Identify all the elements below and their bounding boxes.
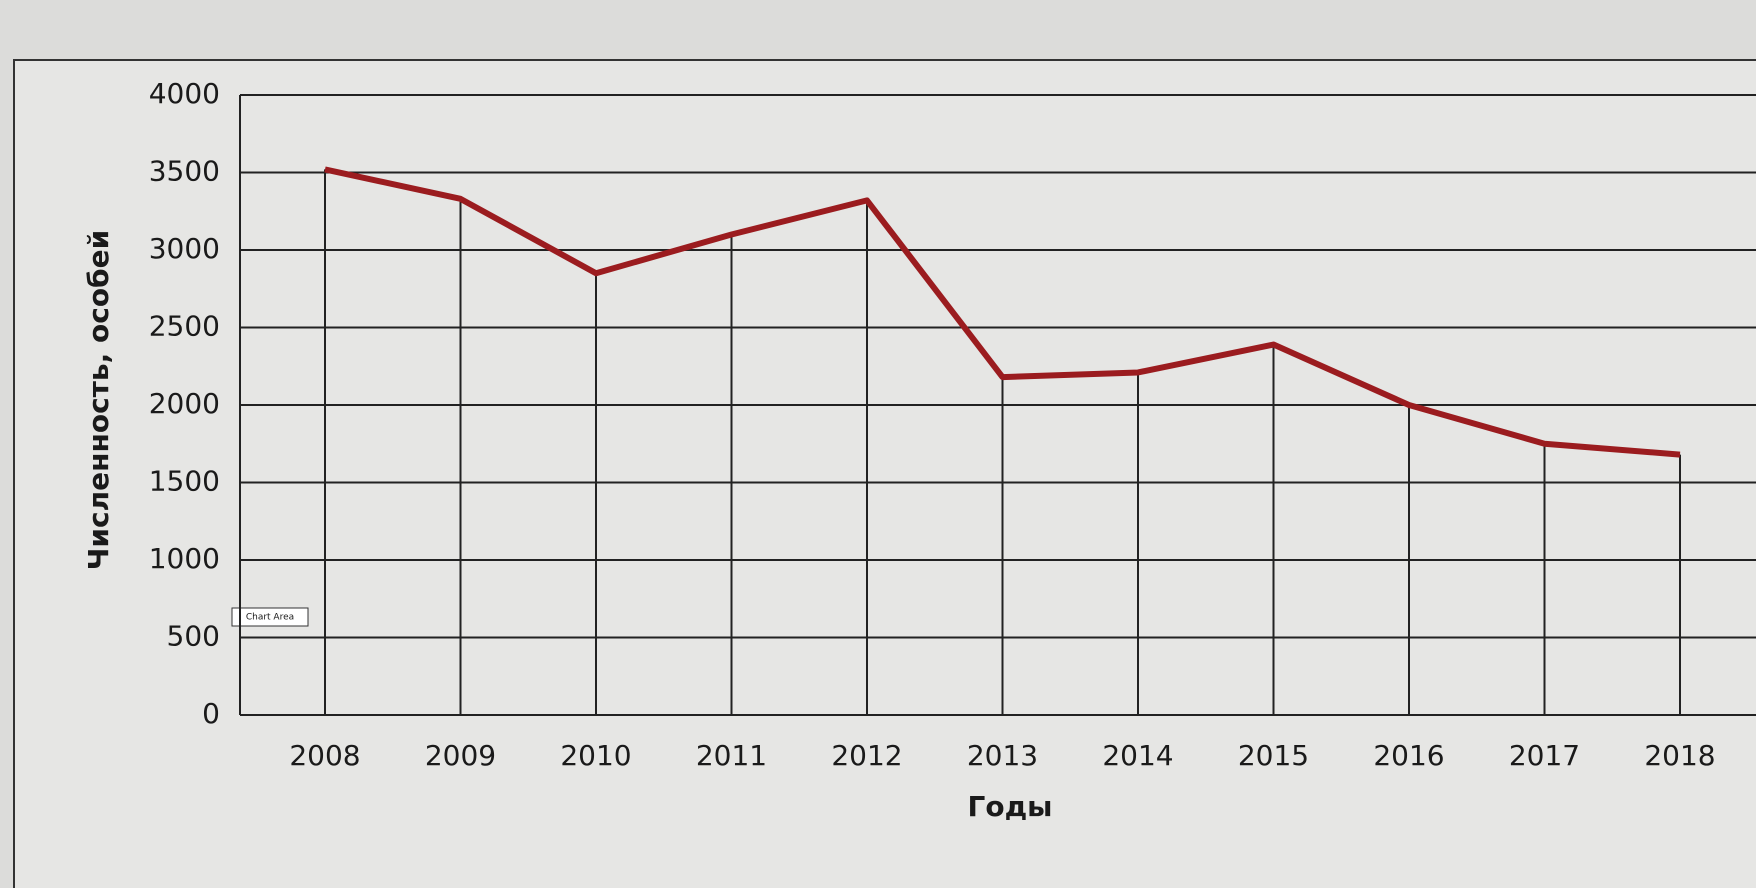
x-tick-label: 2016 [1373,739,1444,772]
x-tick-label: 2012 [831,739,902,772]
y-tick-label: 500 [167,620,220,653]
x-tick-label: 2013 [967,739,1038,772]
y-tick-label: 1500 [149,465,220,498]
x-tick-label: 2017 [1509,739,1580,772]
x-tick-label: 2009 [425,739,496,772]
y-tick-label: 1000 [149,542,220,575]
chart-area [13,59,1756,888]
data-line [324,166,1681,458]
x-tick-label: 2015 [1238,739,1309,772]
x-axis-label: Годы [967,790,1052,823]
annotation-box [231,607,309,627]
y-axis-label: Численность, особей [82,230,115,570]
y-tick-label: 2500 [149,310,220,343]
x-tick-label: 2010 [560,739,631,772]
y-tick-label: 3500 [149,155,220,188]
y-tick-label: 4000 [149,77,220,110]
y-tick-label: 2000 [149,387,220,420]
y-tick-label: 0 [202,697,220,730]
x-tick-label: 2018 [1644,739,1715,772]
x-tick-label: 2011 [696,739,767,772]
x-tick-label: 2014 [1102,739,1173,772]
x-tick-label: 2008 [289,739,360,772]
annotation: Chart Area [246,613,294,623]
y-tick-label: 3000 [149,232,220,265]
